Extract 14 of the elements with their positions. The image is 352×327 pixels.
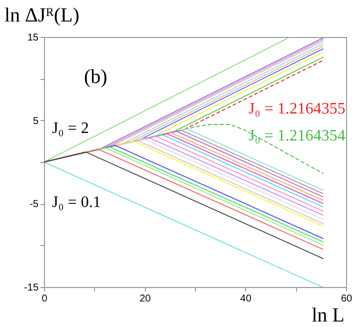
series-label: J₀ = 1.2164355 [248,100,346,118]
x-tick-label: 60 [340,294,352,304]
x-tick-label: 20 [140,294,152,304]
series-label: J₀ = 0.1 [52,194,101,211]
y-tick-label: 5 [32,116,39,127]
y-tick-label: -15 [24,282,39,294]
y-axis-title: ln ΔJᴿ(L) [4,4,80,26]
y-tick-label: 15 [27,32,39,44]
x-tick-label: 0 [42,294,48,304]
annotation: (b) [84,66,108,88]
x-axis-title: ln L [312,304,344,326]
x-tick-label: 40 [240,294,252,304]
series-label: J₀ = 2 [52,120,89,137]
y-tick-label: -5 [30,199,39,210]
